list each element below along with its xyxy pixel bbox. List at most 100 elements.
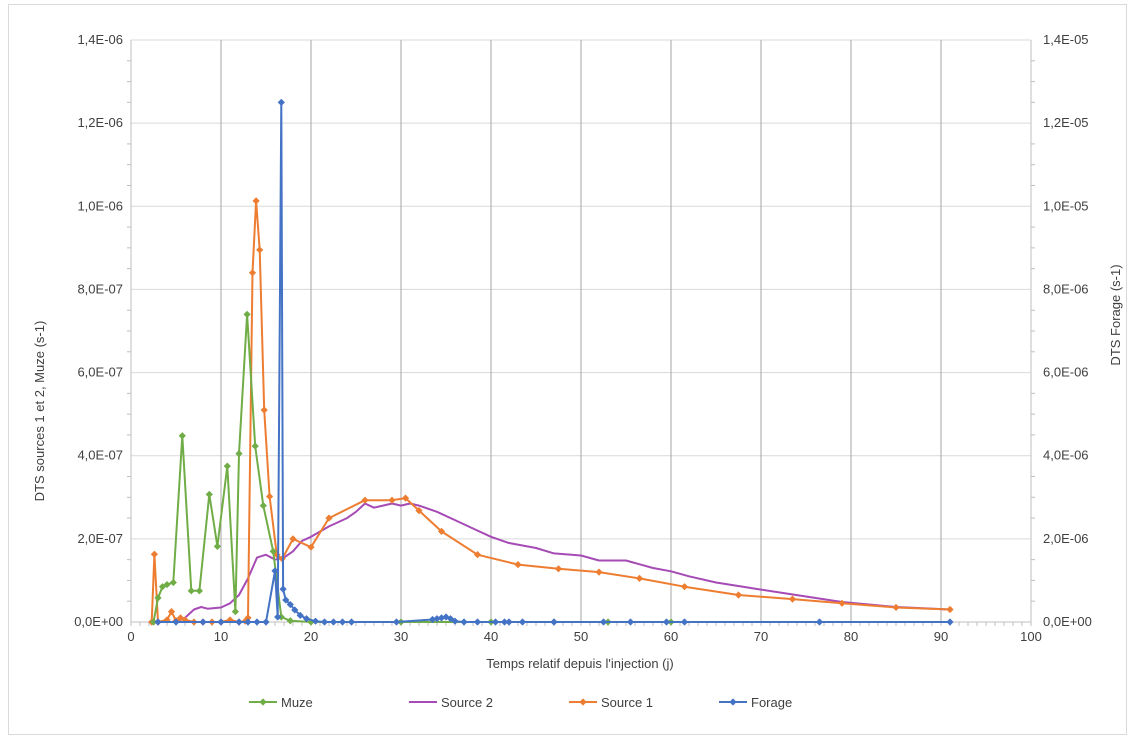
data-point-forage <box>392 618 401 626</box>
legend-item-source-1: Source 1 <box>569 695 653 710</box>
data-point-muze <box>195 587 203 595</box>
data-point-source-1 <box>946 605 954 614</box>
data-point-forage <box>253 618 261 626</box>
data-point-forage <box>428 615 437 624</box>
x-tick-label: 30 <box>394 629 408 644</box>
y-right-tick-label: 8,0E-06 <box>1043 281 1089 296</box>
data-point-forage <box>199 618 207 626</box>
y-left-tick-label: 0,0E+00 <box>74 614 123 629</box>
data-point-source-1 <box>473 551 482 559</box>
data-point-forage <box>446 615 455 623</box>
data-point-forage <box>329 618 338 626</box>
data-point-source-1 <box>150 550 158 558</box>
data-point-forage <box>518 618 527 626</box>
data-point-source-1 <box>167 608 176 616</box>
x-tick-label: 60 <box>664 629 678 644</box>
data-point-forage <box>505 618 513 626</box>
chart-frame: 0,0E+00 2,0E-07 4,0E-07 6,0E-07 8,0E-07 1,0E-… <box>8 4 1127 735</box>
data-point-forage <box>550 618 558 626</box>
y-left-tick-label: 1,2E-06 <box>77 115 123 130</box>
series-line-forage <box>158 101 950 623</box>
data-point-forage <box>320 618 329 626</box>
data-point-forage <box>473 618 482 626</box>
series-source-1 <box>148 197 954 626</box>
data-point-source-1 <box>388 496 396 504</box>
legend-item-forage: Forage <box>719 695 792 710</box>
legend-label-source-2: Source 2 <box>441 695 493 710</box>
x-tick-label: 70 <box>754 629 768 644</box>
series-forage <box>154 98 954 626</box>
data-point-muze <box>187 587 195 595</box>
tick-labels: 0,0E+00 2,0E-07 4,0E-07 6,0E-07 8,0E-07 1,0E-… <box>74 32 1092 644</box>
data-point-forage <box>277 98 285 106</box>
x-tick-label: 100 <box>1020 629 1042 644</box>
data-point-muze <box>259 502 267 510</box>
data-point-forage <box>437 614 446 622</box>
data-point-forage <box>154 618 162 626</box>
data-point-muze <box>169 578 177 587</box>
data-point-forage <box>286 600 294 609</box>
legend-label-forage: Forage <box>751 695 792 710</box>
data-point-source-1 <box>307 543 315 551</box>
data-point-forage <box>347 618 356 626</box>
legend-label-source-1: Source 1 <box>601 695 653 710</box>
series-line-muze <box>152 313 671 623</box>
legend-marker-source-1 <box>579 698 587 706</box>
x-tick-label: 20 <box>304 629 318 644</box>
data-point-source-1 <box>260 406 268 414</box>
y-left-tick-label: 4,0E-07 <box>77 448 123 463</box>
data-point-source-1 <box>415 506 423 515</box>
data-point-source-1 <box>892 603 900 612</box>
data-point-forage <box>442 613 450 621</box>
data-point-source-1 <box>838 599 846 607</box>
legend-marker-muze <box>259 698 267 706</box>
data-point-forage <box>311 617 320 625</box>
data-point-source-1 <box>788 595 797 603</box>
data-point-muze <box>286 617 294 625</box>
data-point-muze <box>213 542 221 550</box>
data-point-muze <box>158 583 167 591</box>
data-point-forage <box>279 585 287 593</box>
data-point-source-1 <box>361 496 369 504</box>
y-right-tick-label: 0,0E+00 <box>1043 614 1092 629</box>
data-point-source-1 <box>554 565 563 573</box>
data-point-muze <box>235 450 243 458</box>
data-point-forage <box>302 615 311 623</box>
y-right-tick-label: 1,0E-05 <box>1043 198 1089 213</box>
series-line-source-1 <box>150 199 951 623</box>
data-point-muze <box>251 442 259 450</box>
data-point-muze <box>269 547 277 555</box>
y-right-tick-label: 1,4E-05 <box>1043 32 1089 47</box>
data-point-forage <box>291 606 299 614</box>
y-right-tick-label: 1,2E-05 <box>1043 115 1089 130</box>
data-point-source-1 <box>244 614 252 622</box>
data-point-source-1 <box>514 561 522 569</box>
y-axis-right-label: DTS Forage (s-1) <box>1108 264 1123 365</box>
data-point-source-1 <box>734 591 743 599</box>
data-point-muze <box>223 462 231 470</box>
x-tick-label: 0 <box>127 629 134 644</box>
data-point-forage <box>217 618 225 626</box>
legend-label-muze: Muze <box>281 695 313 710</box>
data-point-forage <box>451 617 459 625</box>
y-left-tick-label: 2,0E-07 <box>77 531 123 546</box>
data-point-source-1 <box>437 527 446 535</box>
data-point-forage <box>296 611 304 619</box>
data-point-muze <box>205 490 213 498</box>
chart-svg: 0,0E+00 2,0E-07 4,0E-07 6,0E-07 8,0E-07 1,0E-… <box>32 32 1123 710</box>
data-point-forage <box>433 615 441 623</box>
series-line-source-2 <box>149 502 951 623</box>
data-point-forage <box>262 618 270 626</box>
data-point-source-1 <box>256 246 264 254</box>
y-right-tick-label: 6,0E-06 <box>1043 365 1089 380</box>
data-point-source-1 <box>401 494 410 502</box>
legend-marker-forage <box>729 698 737 706</box>
data-point-forage <box>274 613 282 621</box>
data-point-source-1 <box>252 197 260 205</box>
data-point-forage <box>815 618 824 626</box>
data-point-forage <box>338 618 347 626</box>
data-point-muze <box>178 432 186 440</box>
y-left-tick-label: 1,4E-06 <box>77 32 123 47</box>
data-point-muze <box>231 608 239 616</box>
y-left-tick-label: 6,0E-07 <box>77 365 123 380</box>
